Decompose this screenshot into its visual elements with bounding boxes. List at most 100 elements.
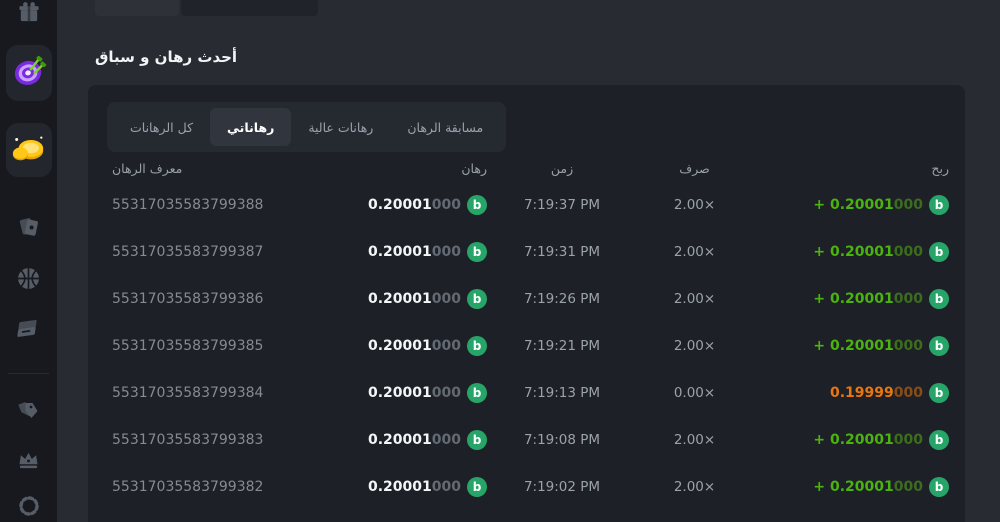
table-row[interactable]: 55317035583799382 0.20001000 b 7:19:02 P…	[88, 463, 965, 510]
currency-coin-icon: b	[929, 429, 949, 450]
tab-high-rollers[interactable]: رهانات عالية	[308, 119, 374, 135]
bet-time: 7:19:13 PM	[523, 384, 601, 401]
bet-id: 55317035583799388	[112, 196, 264, 213]
profit-cell: + 0.20001000 b	[752, 429, 949, 450]
bet-amount-cell: 0.20001000 b	[352, 194, 487, 215]
table-row[interactable]: 55317035583799387 0.20001000 b 7:19:31 P…	[88, 228, 965, 275]
bet-multiplier: 0.00×	[673, 384, 716, 401]
bet-amount: 0.20001000	[368, 337, 461, 354]
header-multiplier: صرف	[679, 160, 710, 176]
bet-id: 55317035583799384	[112, 384, 264, 401]
table-row[interactable]: 55317035583799388 0.20001000 b 7:19:37 P…	[88, 181, 965, 228]
sprocket-icon	[17, 494, 41, 522]
target-game-icon	[10, 52, 48, 94]
sidebar-item-promotions[interactable]	[0, 400, 57, 424]
profit-cell: + 0.20001000 b	[752, 335, 949, 356]
tab-my-bets[interactable]: رهاناتي	[210, 108, 292, 146]
table-row[interactable]: 55317035583799385 0.20001000 b 7:19:21 P…	[88, 322, 965, 369]
sidebar-item-vip[interactable]	[0, 450, 57, 472]
bet-time: 7:19:02 PM	[523, 478, 601, 495]
bet-time: 7:19:31 PM	[523, 243, 601, 260]
header-time: زمن	[550, 160, 574, 176]
tickets-icon	[16, 318, 42, 344]
bet-amount-cell: 0.20001000 b	[352, 429, 487, 450]
profit-amount: + 0.20001000	[813, 337, 923, 354]
header-bet-id: معرف الرهان	[112, 160, 183, 176]
table-row[interactable]: 55317035583799384 0.20001000 b 7:19:13 P…	[88, 369, 965, 416]
currency-coin-icon: b	[467, 382, 487, 403]
currency-coin-icon: b	[467, 335, 487, 356]
bets-table: معرف الرهان رهان زمن صرف ربح 55317035583…	[88, 155, 965, 510]
bet-id: 55317035583799383	[112, 431, 264, 448]
tags-icon	[16, 398, 41, 426]
header-profit: ربح	[931, 160, 949, 176]
bet-multiplier: 2.00×	[673, 290, 716, 307]
sidebar-item-target-game[interactable]	[5, 45, 52, 101]
sidebar-item-settings[interactable]	[0, 496, 57, 520]
tab-all-bets[interactable]: كل الرهانات	[130, 119, 194, 135]
gift-icon	[18, 2, 40, 26]
bet-amount: 0.20001000	[368, 478, 461, 495]
table-body: 55317035583799388 0.20001000 b 7:19:37 P…	[88, 181, 965, 510]
profit-cell: + 0.20001000 b	[752, 241, 949, 262]
sidebar-item-casino[interactable]	[0, 217, 57, 241]
sidebar	[0, 0, 57, 522]
bet-multiplier: 2.00×	[673, 478, 716, 495]
bet-multiplier: 2.00×	[673, 337, 716, 354]
crown-icon	[17, 450, 40, 473]
currency-coin-icon: b	[467, 429, 487, 450]
bet-amount: 0.20001000	[368, 431, 461, 448]
bet-id: 55317035583799385	[112, 337, 264, 354]
currency-coin-icon: b	[467, 288, 487, 309]
bet-amount: 0.20001000	[368, 196, 461, 213]
top-toggle	[95, 0, 318, 16]
bet-amount-cell: 0.20001000 b	[352, 241, 487, 262]
basketball-icon	[16, 266, 41, 295]
table-header-row: معرف الرهان رهان زمن صرف ربح	[88, 155, 965, 181]
sidebar-item-gold-coins[interactable]	[5, 123, 52, 177]
sidebar-item-betslip[interactable]	[0, 319, 57, 343]
currency-coin-icon: b	[929, 335, 949, 356]
currency-coin-icon: b	[467, 241, 487, 262]
bet-id: 55317035583799387	[112, 243, 264, 260]
latest-bets-card: كل الرهانات رهاناتي رهانات عالية مسابقة …	[88, 85, 965, 522]
top-toggle-active-segment[interactable]	[95, 0, 179, 16]
currency-coin-icon: b	[929, 476, 949, 497]
bet-amount-cell: 0.20001000 b	[352, 288, 487, 309]
profit-amount: 0.19999000	[830, 384, 923, 401]
bet-time: 7:19:21 PM	[523, 337, 601, 354]
profit-amount: + 0.20001000	[813, 478, 923, 495]
top-toggle-segment[interactable]	[181, 0, 318, 16]
sidebar-item-gift[interactable]	[0, 2, 57, 26]
bet-amount: 0.20001000	[368, 290, 461, 307]
profit-amount: + 0.20001000	[813, 431, 923, 448]
bet-amount-cell: 0.20001000 b	[352, 476, 487, 497]
gold-coins-icon	[10, 130, 48, 170]
currency-coin-icon: b	[467, 476, 487, 497]
bet-id: 55317035583799382	[112, 478, 264, 495]
bet-id: 55317035583799386	[112, 290, 264, 307]
table-row[interactable]: 55317035583799386 0.20001000 b 7:19:26 P…	[88, 275, 965, 322]
header-bet: رهان	[461, 160, 487, 176]
bet-time: 7:19:08 PM	[523, 431, 601, 448]
profit-cell: + 0.20001000 b	[752, 476, 949, 497]
profit-amount: + 0.20001000	[813, 243, 923, 260]
bet-multiplier: 2.00×	[673, 196, 716, 213]
profit-amount: + 0.20001000	[813, 196, 923, 213]
table-row[interactable]: 55317035583799383 0.20001000 b 7:19:08 P…	[88, 416, 965, 463]
cards-icon	[17, 215, 41, 243]
bet-multiplier: 2.00×	[673, 243, 716, 260]
profit-cell: + 0.20001000 b	[752, 288, 949, 309]
currency-coin-icon: b	[929, 382, 949, 403]
bet-amount-cell: 0.20001000 b	[352, 335, 487, 356]
profit-cell: 0.19999000 b	[752, 382, 949, 403]
bet-amount: 0.20001000	[368, 384, 461, 401]
bet-time: 7:19:37 PM	[523, 196, 601, 213]
bet-amount: 0.20001000	[368, 243, 461, 260]
bets-tabbar: كل الرهانات رهاناتي رهانات عالية مسابقة …	[107, 102, 507, 152]
tab-bet-race[interactable]: مسابقة الرهان	[407, 119, 484, 135]
sidebar-item-sports[interactable]	[0, 267, 57, 293]
currency-coin-icon: b	[467, 194, 487, 215]
page-title: أحدث رهان و سباق	[95, 48, 238, 66]
bet-amount-cell: 0.20001000 b	[352, 382, 487, 403]
